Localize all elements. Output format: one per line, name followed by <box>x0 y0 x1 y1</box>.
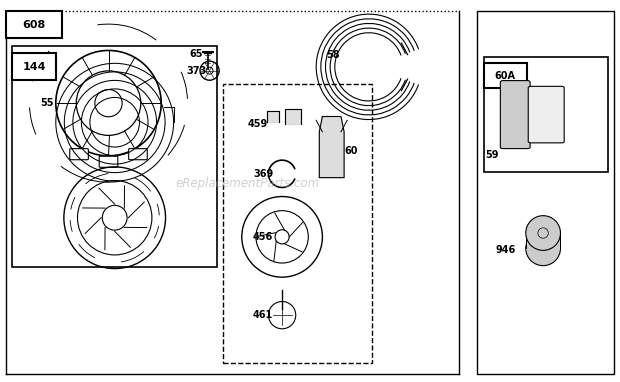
Text: 59: 59 <box>485 150 498 160</box>
Bar <box>477 11 614 374</box>
Text: 461: 461 <box>253 310 273 320</box>
Text: 608: 608 <box>22 20 46 30</box>
FancyBboxPatch shape <box>69 149 89 160</box>
Polygon shape <box>285 109 301 124</box>
Polygon shape <box>267 111 279 122</box>
Text: 369: 369 <box>253 169 273 179</box>
FancyBboxPatch shape <box>526 231 560 250</box>
Ellipse shape <box>526 216 560 250</box>
Bar <box>12 46 217 267</box>
Bar <box>6 11 62 38</box>
Text: 55: 55 <box>40 98 54 108</box>
Text: eReplacementParts.com: eReplacementParts.com <box>176 177 320 190</box>
FancyBboxPatch shape <box>99 156 118 167</box>
Text: 373: 373 <box>186 66 206 76</box>
Polygon shape <box>319 117 344 178</box>
Text: 65: 65 <box>189 49 203 59</box>
Text: 60: 60 <box>344 146 358 156</box>
Text: 456: 456 <box>253 232 273 242</box>
FancyBboxPatch shape <box>129 149 148 160</box>
Text: 58: 58 <box>327 50 340 60</box>
Bar <box>223 84 372 363</box>
Ellipse shape <box>526 231 560 265</box>
Bar <box>12 53 56 80</box>
Text: 60A: 60A <box>495 71 516 81</box>
FancyBboxPatch shape <box>500 81 530 149</box>
Text: 946: 946 <box>496 245 516 255</box>
FancyBboxPatch shape <box>528 86 564 143</box>
Text: 459: 459 <box>248 119 268 129</box>
Bar <box>484 57 608 172</box>
Text: 144: 144 <box>22 62 46 72</box>
Bar <box>484 63 527 88</box>
